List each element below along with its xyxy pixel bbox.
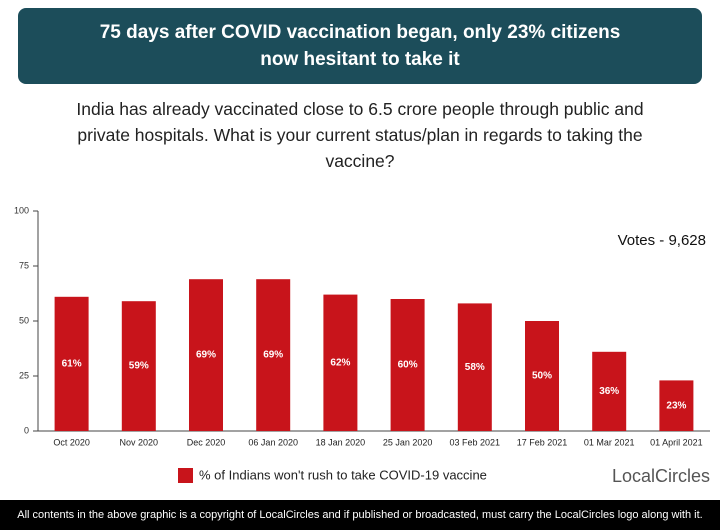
x-tick-label: 06 Jan 2020 [248, 437, 298, 447]
bar [592, 351, 627, 431]
value-label: 50% [532, 371, 552, 382]
value-label: 36% [599, 386, 619, 397]
y-tick-label: 100 [14, 205, 29, 215]
chart-title: 75 days after COVID vaccination began, o… [99, 22, 621, 70]
value-label: 62% [330, 357, 350, 368]
value-label: 59% [129, 361, 149, 372]
bar [390, 299, 425, 431]
bar [659, 380, 694, 431]
bar [525, 321, 559, 431]
value-label: 23% [666, 400, 686, 411]
x-tick-label: Oct 2020 [53, 437, 90, 447]
x-tick-label: 25 Jan 2020 [383, 437, 433, 447]
bar [54, 296, 89, 431]
title-banner: 75 days after COVID vaccination began, o… [18, 8, 702, 84]
y-tick-label: 50 [19, 315, 29, 325]
x-tick-label: 01 Mar 2021 [584, 437, 635, 447]
x-tick-label: Nov 2020 [120, 437, 159, 447]
x-tick-label: Dec 2020 [187, 437, 226, 447]
bar [189, 279, 223, 431]
footer: All contents in the above graphic is a c… [0, 500, 720, 530]
y-tick-label: 75 [19, 260, 29, 270]
value-label: 61% [62, 359, 82, 370]
y-tick-label: 0 [24, 425, 29, 435]
x-tick-label: 18 Jan 2020 [316, 437, 366, 447]
legend-swatch [178, 468, 193, 483]
x-tick-label: 03 Feb 2021 [450, 437, 501, 447]
value-label: 58% [465, 362, 485, 373]
value-label: 69% [196, 350, 216, 361]
bar [323, 294, 358, 431]
value-label: 69% [263, 350, 283, 361]
legend-label: % of Indians won't rush to take COVID-19… [199, 467, 487, 482]
x-tick-label: 01 April 2021 [650, 437, 703, 447]
x-tick-label: 17 Feb 2021 [517, 437, 568, 447]
value-label: 60% [398, 360, 418, 371]
logo: LocalCircles [612, 466, 710, 486]
bar [121, 301, 156, 431]
annotation: Votes - 9,628 [618, 232, 706, 249]
bar [256, 279, 291, 431]
y-tick-label: 25 [19, 370, 29, 380]
bar [457, 303, 492, 431]
chart-subtitle: India has already vaccinated close to 6.… [76, 99, 644, 171]
